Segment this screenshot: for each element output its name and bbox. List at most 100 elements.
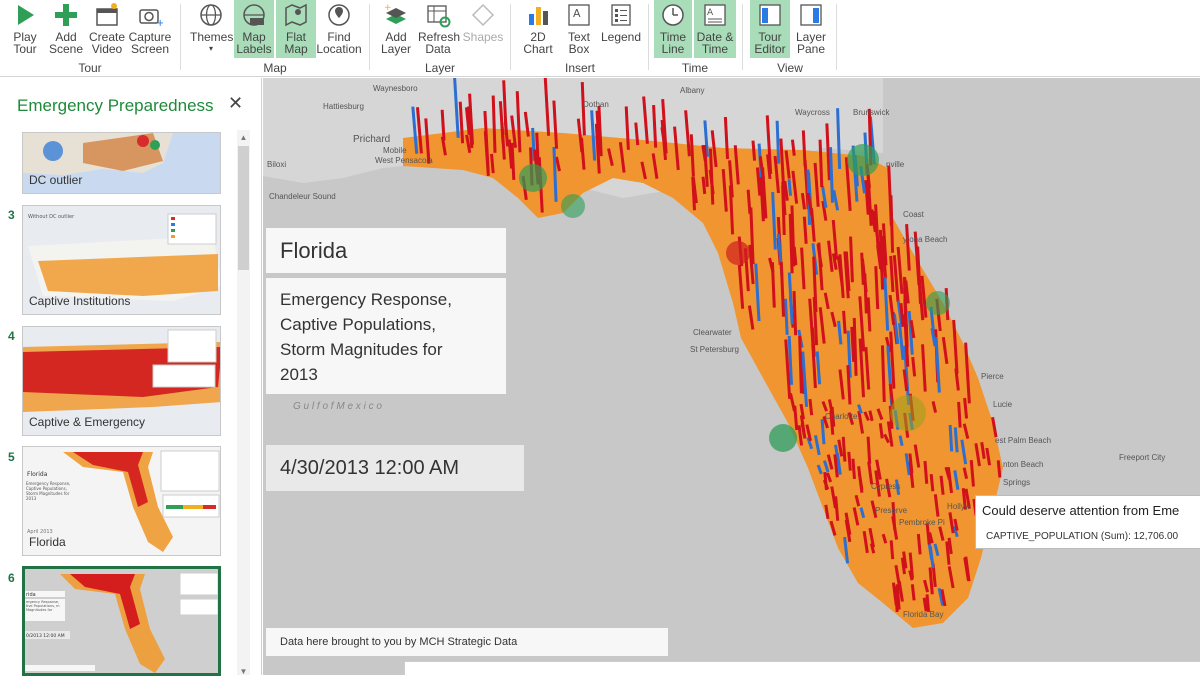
data-bar <box>945 541 951 565</box>
data-bar <box>821 200 828 221</box>
scene-thumbnail-image: Florida Emergency Response, Captive Popu… <box>23 447 220 555</box>
tour-scrollbar[interactable]: ▲ ▼ <box>237 130 250 676</box>
scene-thumbnail-image <box>23 327 220 435</box>
data-bar <box>846 365 852 405</box>
map-label-preserve: Preserve <box>875 506 908 515</box>
data-bar <box>453 78 460 138</box>
data-bar <box>852 507 860 526</box>
legend-button[interactable]: Legend <box>600 0 642 58</box>
data-bar <box>523 111 530 137</box>
close-icon[interactable]: ✕ <box>228 93 244 113</box>
shapes-icon <box>471 3 495 27</box>
data-bar <box>937 588 945 606</box>
themes-button[interactable]: Themes ▾ <box>190 0 233 58</box>
add-scene-button[interactable]: Add Scene <box>46 0 86 58</box>
data-bar <box>684 110 691 157</box>
data-bar <box>783 298 789 335</box>
map-subtitle-card[interactable]: Emergency Response, Captive Populations,… <box>266 278 506 394</box>
find-location-button[interactable]: Find Location <box>316 0 362 58</box>
refresh-data-button[interactable]: Refresh Data <box>418 0 460 58</box>
layer-pane-button[interactable]: Layer Pane <box>792 0 830 58</box>
svg-text:A: A <box>573 7 581 20</box>
data-bar <box>881 533 888 544</box>
data-bar <box>775 120 781 164</box>
data-bar <box>939 475 945 495</box>
data-bar <box>689 134 695 177</box>
data-bar <box>708 148 715 205</box>
map-label-gulf-of-mexico: G u l f o f M e x i c o <box>293 401 382 412</box>
flat-map-button[interactable]: Flat Map <box>276 0 316 58</box>
scene-thumbnail[interactable]: DC outlier <box>22 132 221 194</box>
date-time-button[interactable]: A Date & Time <box>694 0 736 58</box>
create-video-button[interactable]: Create Video <box>86 0 128 58</box>
data-bar <box>910 584 916 601</box>
scene-thumbnail[interactable]: Without DC outlier Captive Institutions <box>22 205 221 315</box>
capture-screen-button[interactable]: + Capture Screen <box>128 0 172 58</box>
scroll-down-icon[interactable]: ▼ <box>239 667 248 676</box>
data-bar <box>607 148 614 166</box>
data-bar <box>552 100 559 149</box>
data-bar <box>813 162 820 207</box>
data-bar <box>948 512 955 534</box>
tour-editor-button[interactable]: Tour Editor <box>750 0 790 58</box>
data-bar <box>797 425 804 446</box>
tooltip-title: Could deserve attention from Eme <box>982 503 1180 518</box>
map-labels-button[interactable]: Map Labels <box>234 0 274 58</box>
scene-thumbnail-image <box>23 133 220 193</box>
map-label-lucie: Lucie <box>993 400 1013 409</box>
scene-thumbnail[interactable]: Florida Emergency Response, Captive Popu… <box>22 446 221 556</box>
ribbon: Play Tour Add Scene Create Video + Captu… <box>0 0 1200 77</box>
map-label-freeport-city: Freeport City <box>1119 453 1166 462</box>
data-bar <box>811 343 817 389</box>
data-bar <box>933 543 940 557</box>
map-label-coast: Coast <box>903 210 924 219</box>
data-bar <box>860 252 865 285</box>
map-canvas[interactable]: Hattiesburg Waynesboro Dothan Albany Way… <box>263 78 1200 675</box>
tour-editor-icon <box>759 4 781 26</box>
data-bar <box>748 244 755 285</box>
data-bar <box>916 533 922 555</box>
map-date-card[interactable]: 4/30/2013 12:00 AM <box>266 445 524 491</box>
scene-thumbnail[interactable]: Captive & Emergency <box>22 326 221 436</box>
timeline-bar[interactable] <box>404 661 1200 675</box>
2d-chart-button[interactable]: 2D Chart <box>518 0 558 58</box>
data-bar <box>793 405 799 431</box>
map-label-west-pensacola: West Pensacola <box>375 156 433 165</box>
text-box-button[interactable]: A Text Box <box>560 0 598 58</box>
data-bar <box>802 216 808 244</box>
data-bar <box>900 557 906 575</box>
play-tour-button[interactable]: Play Tour <box>4 0 46 58</box>
data-bar <box>891 502 897 530</box>
map-title-card[interactable]: Florida <box>266 228 506 273</box>
data-bar <box>894 479 901 495</box>
data-bar <box>747 305 755 330</box>
data-bar <box>751 140 757 161</box>
data-bar <box>850 326 856 362</box>
add-layer-button[interactable]: + Add Layer <box>380 3 412 56</box>
data-bar <box>554 156 561 172</box>
map-credit-card[interactable]: Data here brought to you by MCH Strategi… <box>266 628 668 656</box>
data-bar <box>844 251 851 292</box>
scroll-thumb[interactable] <box>238 146 249 270</box>
data-bar <box>703 144 709 187</box>
data-bar <box>790 139 796 156</box>
scene-thumbnail-selected[interactable]: rida ergency Response, tive Populations,… <box>22 566 221 676</box>
data-bar <box>974 443 981 467</box>
scene-name: Florida <box>29 535 66 549</box>
data-bar <box>576 118 584 153</box>
data-bar <box>857 410 865 434</box>
data-bar <box>754 263 761 322</box>
shapes-button[interactable]: Shapes <box>460 0 506 58</box>
florida-map <box>263 78 1003 628</box>
data-bar <box>868 410 874 422</box>
ribbon-separator <box>180 4 181 70</box>
scroll-up-icon[interactable]: ▲ <box>239 133 248 142</box>
map-label-biloxi: Biloxi <box>267 160 287 169</box>
map-label-charlotte: Charlotte <box>825 412 858 421</box>
data-bar <box>830 406 836 427</box>
data-bar <box>813 435 821 456</box>
data-bar <box>759 177 765 222</box>
time-line-button[interactable]: Time Line <box>654 0 692 58</box>
data-bar <box>843 536 850 564</box>
tour-group-label: Tour <box>78 61 102 75</box>
